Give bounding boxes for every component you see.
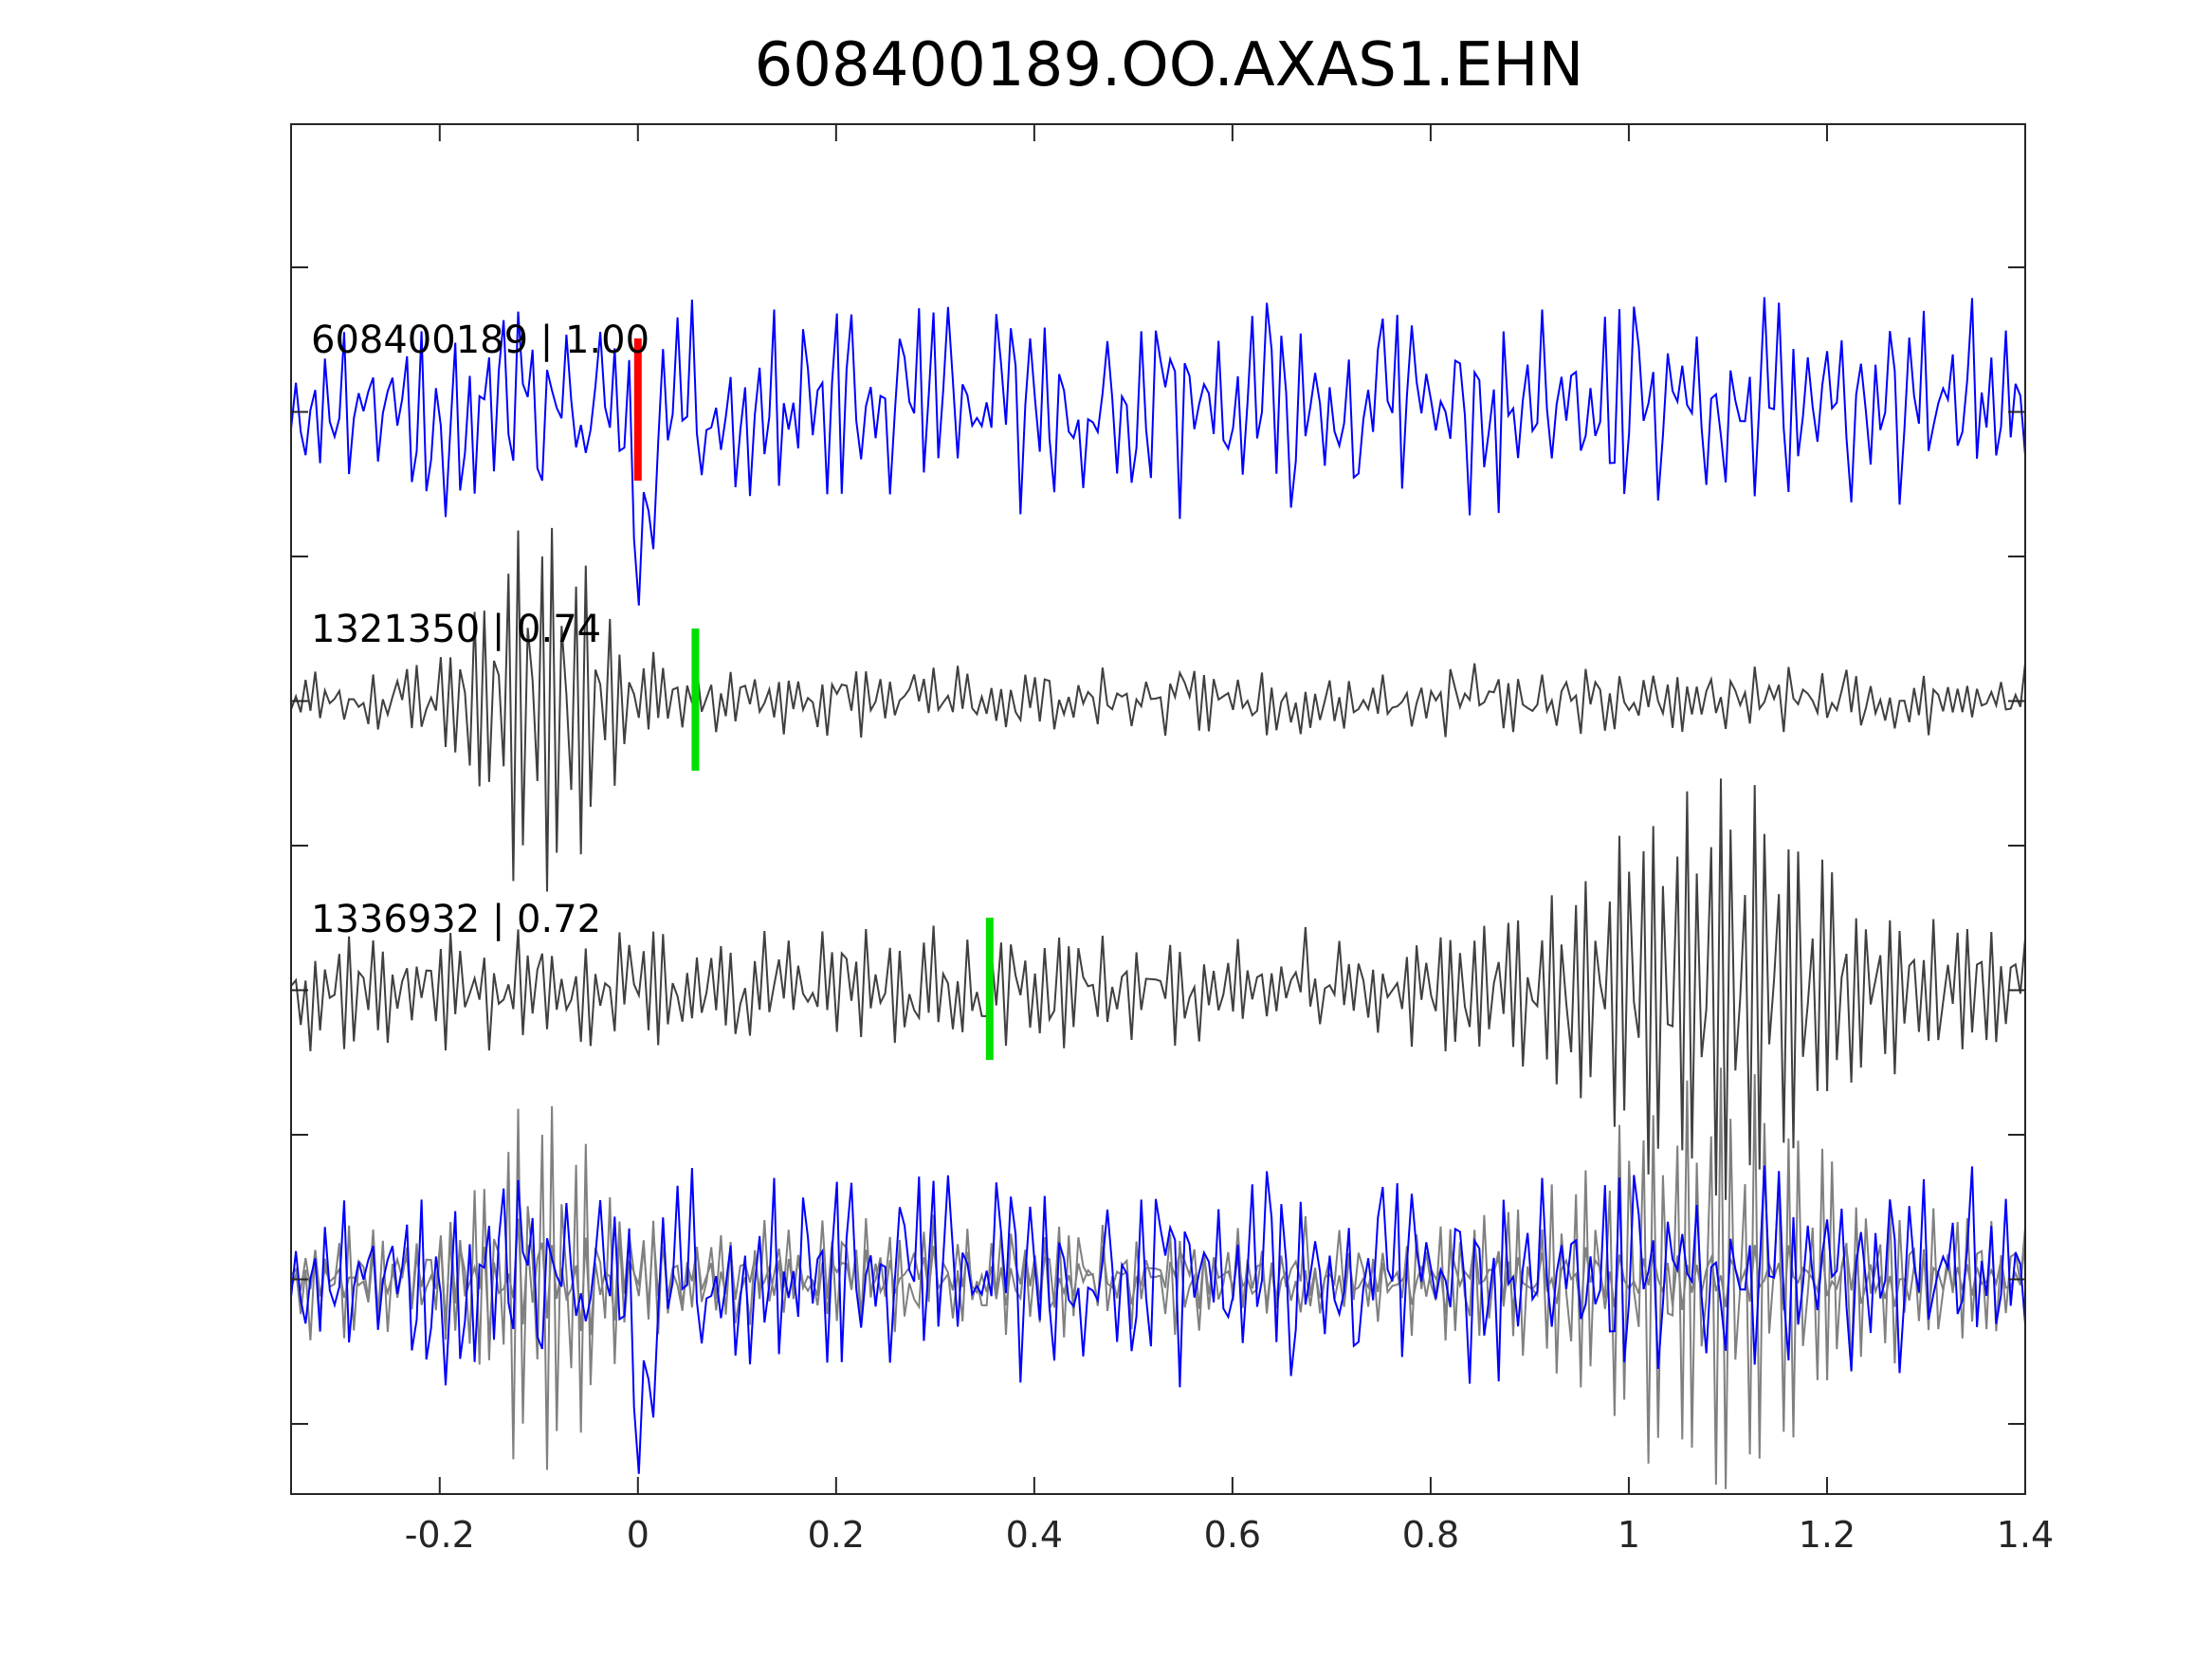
chart-title: 608400189.OO.AXAS1.EHN: [755, 30, 1584, 100]
x-tick-label: 0.8: [1402, 1514, 1459, 1556]
trace-labels: 608400189 | 1.00 1321350 | 0.74 1336932 | …: [311, 319, 649, 941]
x-tick-label: 0: [627, 1514, 649, 1556]
trace-3: [290, 778, 2026, 1200]
axis-ticks: -0.2 0 0.2 0.4 0.6 0.8 1 1.2 1.4: [291, 124, 2054, 1556]
x-tick-label: 0.2: [808, 1514, 865, 1556]
trace-2: [290, 527, 2026, 892]
axes-frame: [290, 123, 2026, 1495]
trace-label-3: 1336932 | 0.72: [311, 898, 601, 941]
x-tick-label: 1.2: [1799, 1514, 1856, 1556]
x-tick-label: 0.4: [1006, 1514, 1063, 1556]
trace-label-1: 608400189 | 1.00: [311, 319, 649, 362]
overlay-trace-1: [290, 1165, 2026, 1474]
x-tick-label: 0.6: [1204, 1514, 1261, 1556]
plot-area: [290, 297, 2026, 1489]
x-tick-label: 1.4: [1997, 1514, 2054, 1556]
trace-1: [290, 297, 2026, 606]
x-tick-label: -0.2: [405, 1514, 475, 1556]
overlay-trace-3: [290, 1067, 2026, 1489]
x-tick-label: 1: [1618, 1514, 1640, 1556]
trace-label-2: 1321350 | 0.74: [311, 608, 601, 651]
